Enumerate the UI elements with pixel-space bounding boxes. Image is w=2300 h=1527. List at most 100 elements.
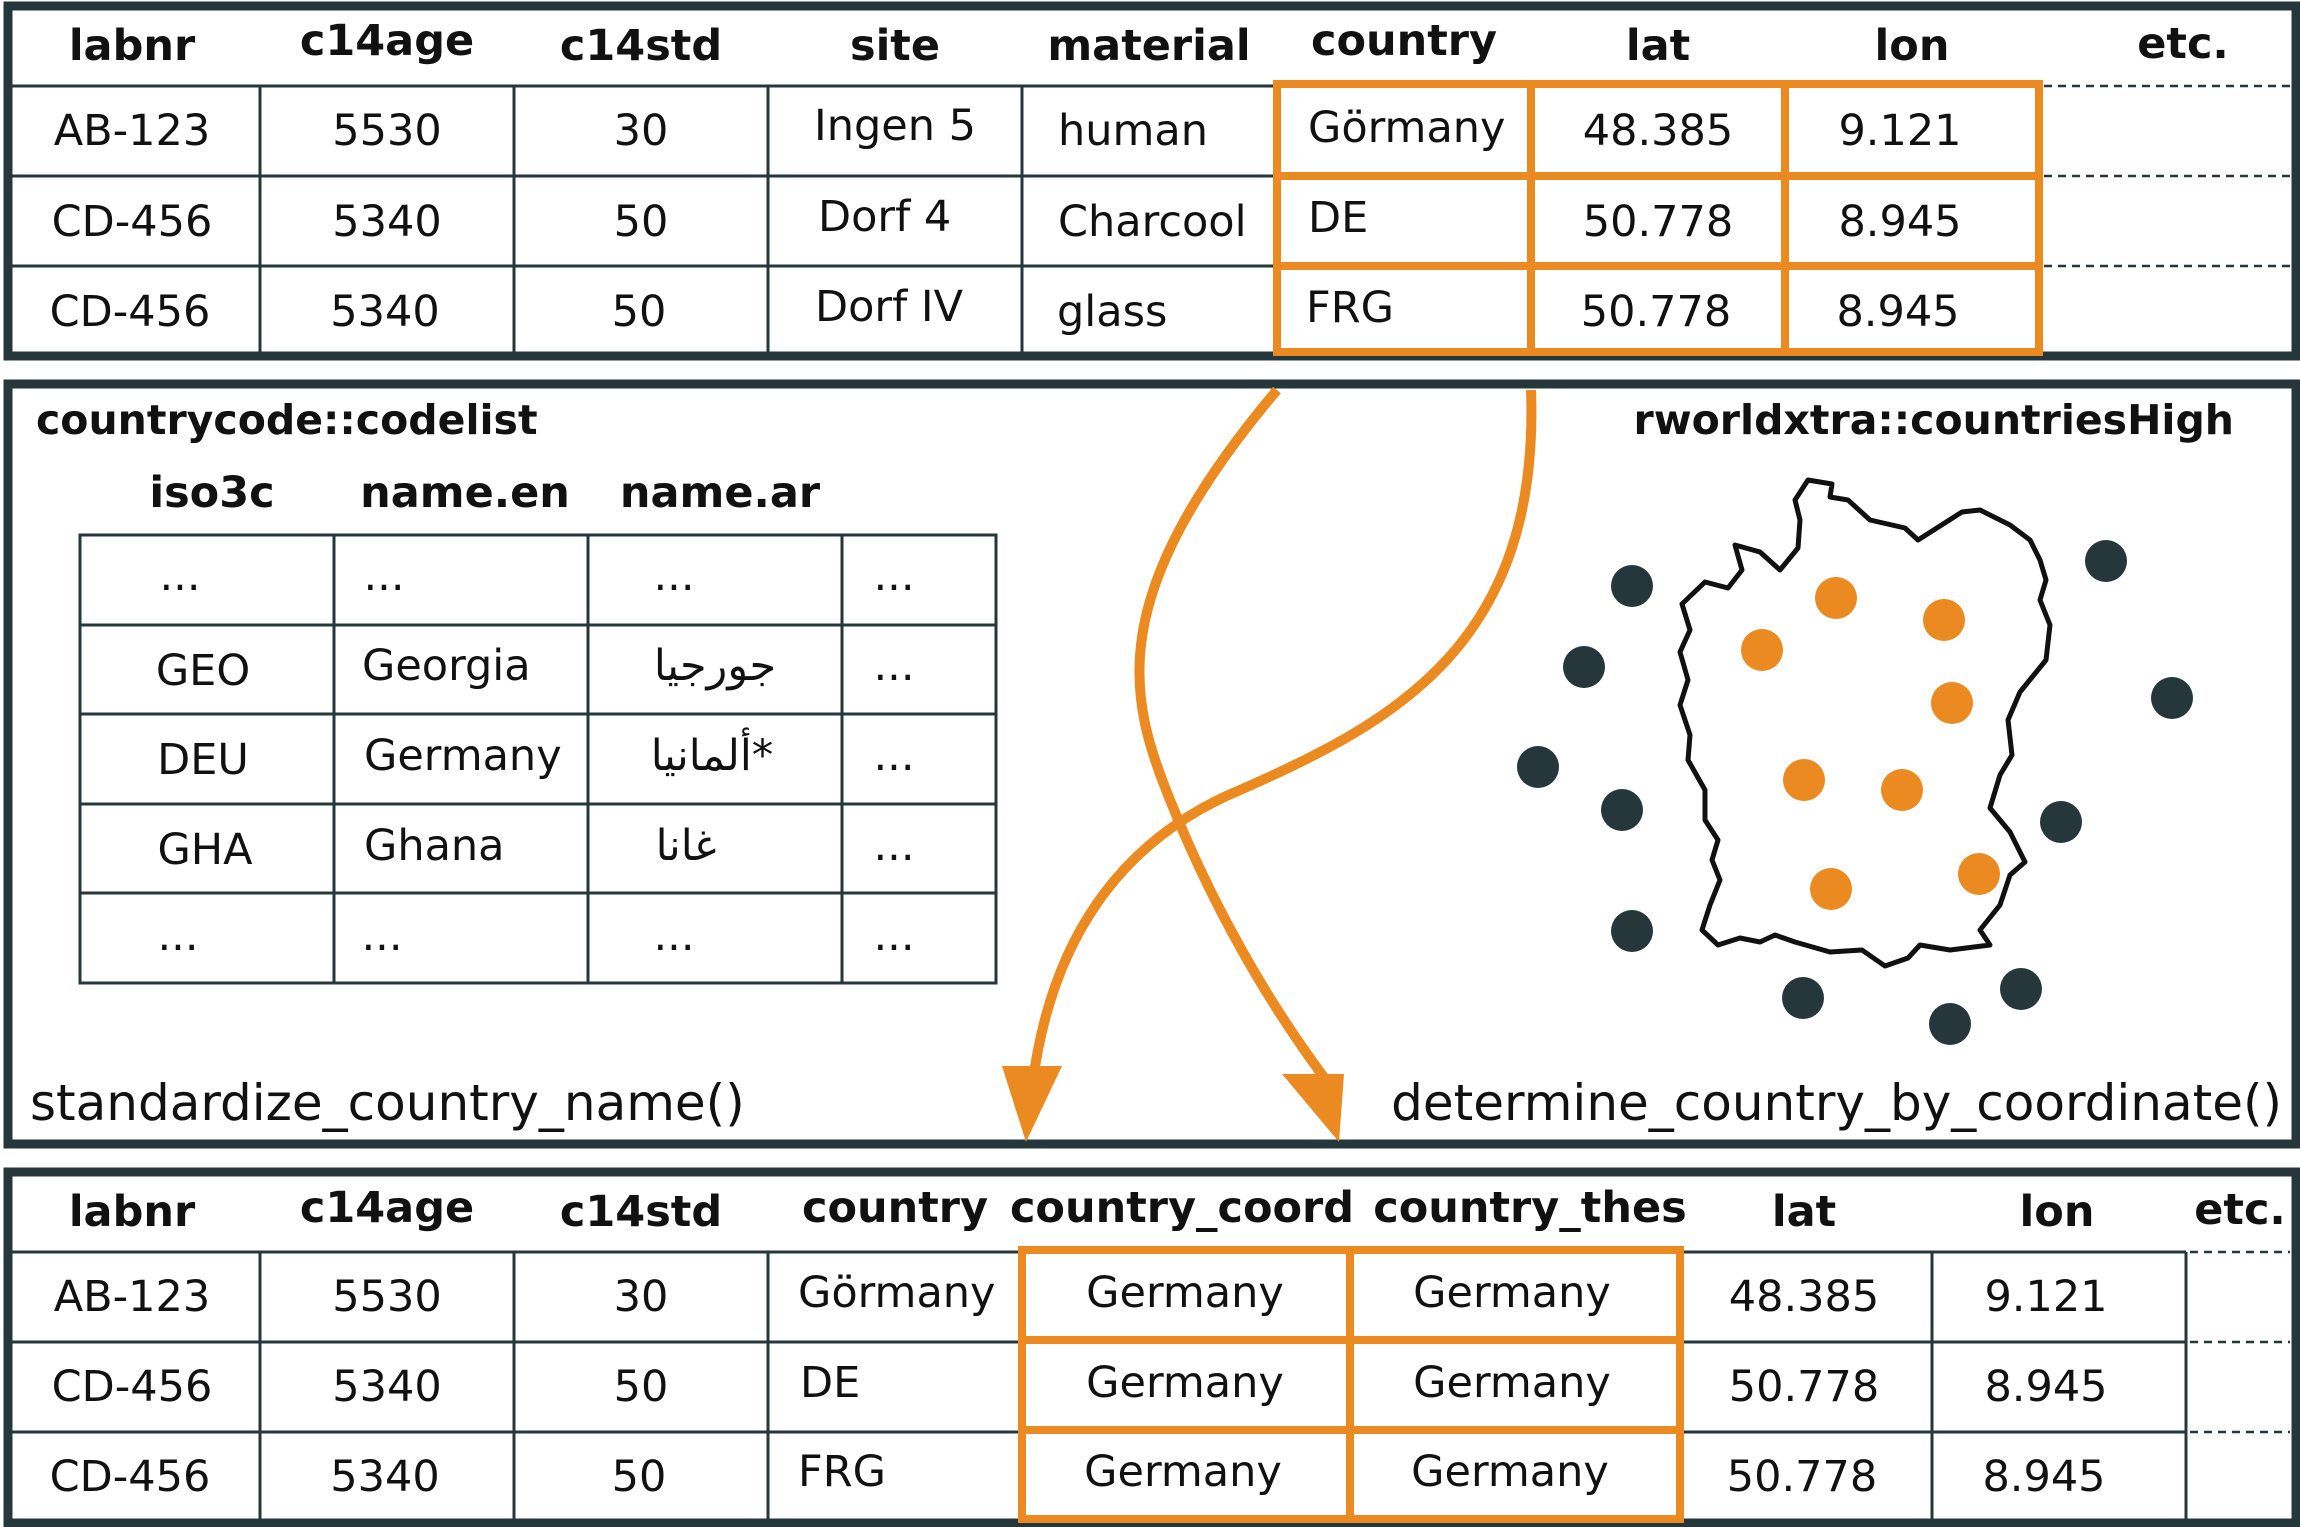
output-cell: Germany — [1086, 1358, 1284, 1408]
output-header-lon: lon — [2020, 1187, 2095, 1237]
codelist-header-name-en: name.en — [360, 468, 570, 518]
output-header-country: country — [802, 1183, 988, 1233]
input-cell: 8.945 — [1838, 197, 1961, 247]
function-determine-country-by-coordinate: determine_country_by_coordinate() — [1391, 1074, 2282, 1132]
codelist-cell: ... — [653, 551, 694, 601]
input-cell: human — [1058, 106, 1208, 156]
output-cell: 5530 — [332, 1272, 441, 1322]
output-cell: 8.945 — [1984, 1362, 2107, 1412]
output-cell: 48.385 — [1729, 1272, 1879, 1322]
output-cell: FRG — [798, 1447, 886, 1497]
codelist-cell: ... — [873, 731, 914, 781]
codelist-cell: جورجيا — [654, 641, 776, 691]
input-cell: Ingen 5 — [814, 101, 976, 151]
input-cell: Görmany — [1308, 103, 1506, 153]
codelist-cell: Georgia — [362, 641, 531, 691]
codelist-cell: غانا — [656, 821, 717, 871]
country-to-standardize-arrow — [1134, 386, 1336, 1092]
output-cell: 50 — [614, 1362, 669, 1412]
codelist-cell: Ghana — [364, 821, 505, 871]
input-cell: 9.121 — [1838, 106, 1961, 156]
input-cell: 8.945 — [1836, 287, 1959, 337]
input-highlight-grid — [1273, 80, 2043, 356]
input-table-panel: labnr c14age c14std site material countr… — [3, 1, 2300, 361]
output-cell: DE — [800, 1358, 860, 1408]
arrowhead-left — [1002, 1066, 1062, 1142]
coordinate-to-determine-arrow — [1027, 389, 1537, 1089]
output-cell: 50.778 — [1727, 1452, 1877, 1502]
codelist-cell: ... — [873, 821, 914, 871]
input-cell: 5340 — [330, 287, 439, 337]
input-cell: AB-123 — [54, 106, 211, 156]
input-cell: 30 — [614, 106, 669, 156]
flow-arrows — [1002, 386, 1537, 1142]
output-cell: AB-123 — [54, 1272, 211, 1322]
codelist-title: countrycode::codelist — [36, 396, 538, 444]
codelist-header-name-ar: name.ar — [620, 468, 821, 518]
coordinate-points — [1517, 540, 2193, 1045]
output-cell: Görmany — [798, 1268, 996, 1318]
input-header-labnr: labnr — [69, 21, 196, 71]
input-cell: CD-456 — [50, 287, 211, 337]
output-cell: 9.121 — [1984, 1272, 2107, 1322]
input-cell: 50 — [614, 197, 669, 247]
input-header-c14age: c14age — [300, 16, 474, 66]
input-header-lat: lat — [1626, 21, 1690, 71]
output-cell: CD-456 — [52, 1362, 213, 1412]
input-header-material: material — [1047, 21, 1250, 71]
input-cell: 50.778 — [1583, 197, 1733, 247]
codelist-cell: ... — [873, 641, 914, 691]
codelist-cell: ... — [873, 551, 914, 601]
input-cell: 5340 — [332, 197, 441, 247]
output-header-labnr: labnr — [69, 1187, 196, 1237]
input-header-c14std: c14std — [560, 21, 722, 71]
output-cell: 8.945 — [1982, 1452, 2105, 1502]
codelist-cell: GEO — [156, 646, 250, 696]
codelist-table — [78, 533, 998, 985]
output-header-etc: etc. — [2194, 1185, 2286, 1235]
codelist-cell: ألمانيا* — [651, 727, 774, 781]
map-title: rworldxtra::countriesHigh — [1634, 396, 2234, 444]
output-cell: 5340 — [332, 1362, 441, 1412]
output-header-country-coord: country_coord — [1010, 1183, 1354, 1233]
output-cell: 5340 — [330, 1452, 439, 1502]
output-cell: 50 — [612, 1452, 667, 1502]
output-cell: Germany — [1084, 1447, 1282, 1497]
codelist-cell: Germany — [364, 731, 562, 781]
input-header-country: country — [1311, 16, 1497, 66]
input-cell: Dorf 4 — [818, 192, 951, 242]
germany-outline-icon — [1677, 477, 2053, 969]
output-header-lat: lat — [1772, 1187, 1836, 1237]
input-cell: 48.385 — [1583, 106, 1733, 156]
input-cell: CD-456 — [52, 197, 213, 247]
function-standardize-country-name: standardize_country_name() — [30, 1074, 745, 1132]
arrowhead-right — [1282, 1074, 1344, 1142]
input-cell: 50 — [612, 287, 667, 337]
codelist-cell: ... — [157, 911, 198, 961]
codelist-cell: GHA — [157, 825, 253, 875]
input-cell: glass — [1057, 287, 1167, 337]
input-cell: Dorf IV — [815, 282, 964, 332]
input-cell: FRG — [1306, 283, 1394, 333]
output-cell: 50.778 — [1729, 1362, 1879, 1412]
input-header-etc: etc. — [2137, 19, 2229, 69]
output-table-panel: labnr c14age c14std country country_coor… — [3, 1167, 2300, 1527]
output-header-c14age: c14age — [300, 1183, 474, 1233]
input-cell: 50.778 — [1581, 287, 1731, 337]
codelist-cell: ... — [159, 551, 200, 601]
output-header-country-thes: country_thes — [1373, 1183, 1686, 1233]
output-cell: 30 — [614, 1272, 669, 1322]
output-header-c14std: c14std — [560, 1187, 722, 1237]
output-cell: Germany — [1413, 1268, 1611, 1318]
input-cell: DE — [1308, 193, 1368, 243]
output-cell: Germany — [1086, 1268, 1284, 1318]
output-highlight-grid — [1018, 1246, 1684, 1523]
codelist-cell: DEU — [157, 735, 249, 785]
codelist-header-iso3c: iso3c — [149, 468, 274, 518]
output-cell: CD-456 — [50, 1452, 211, 1502]
input-header-lon: lon — [1875, 21, 1950, 71]
codelist-cell: ... — [361, 911, 402, 961]
codelist-cell: ... — [873, 911, 914, 961]
input-cell: 5530 — [332, 106, 441, 156]
input-header-site: site — [850, 21, 940, 71]
